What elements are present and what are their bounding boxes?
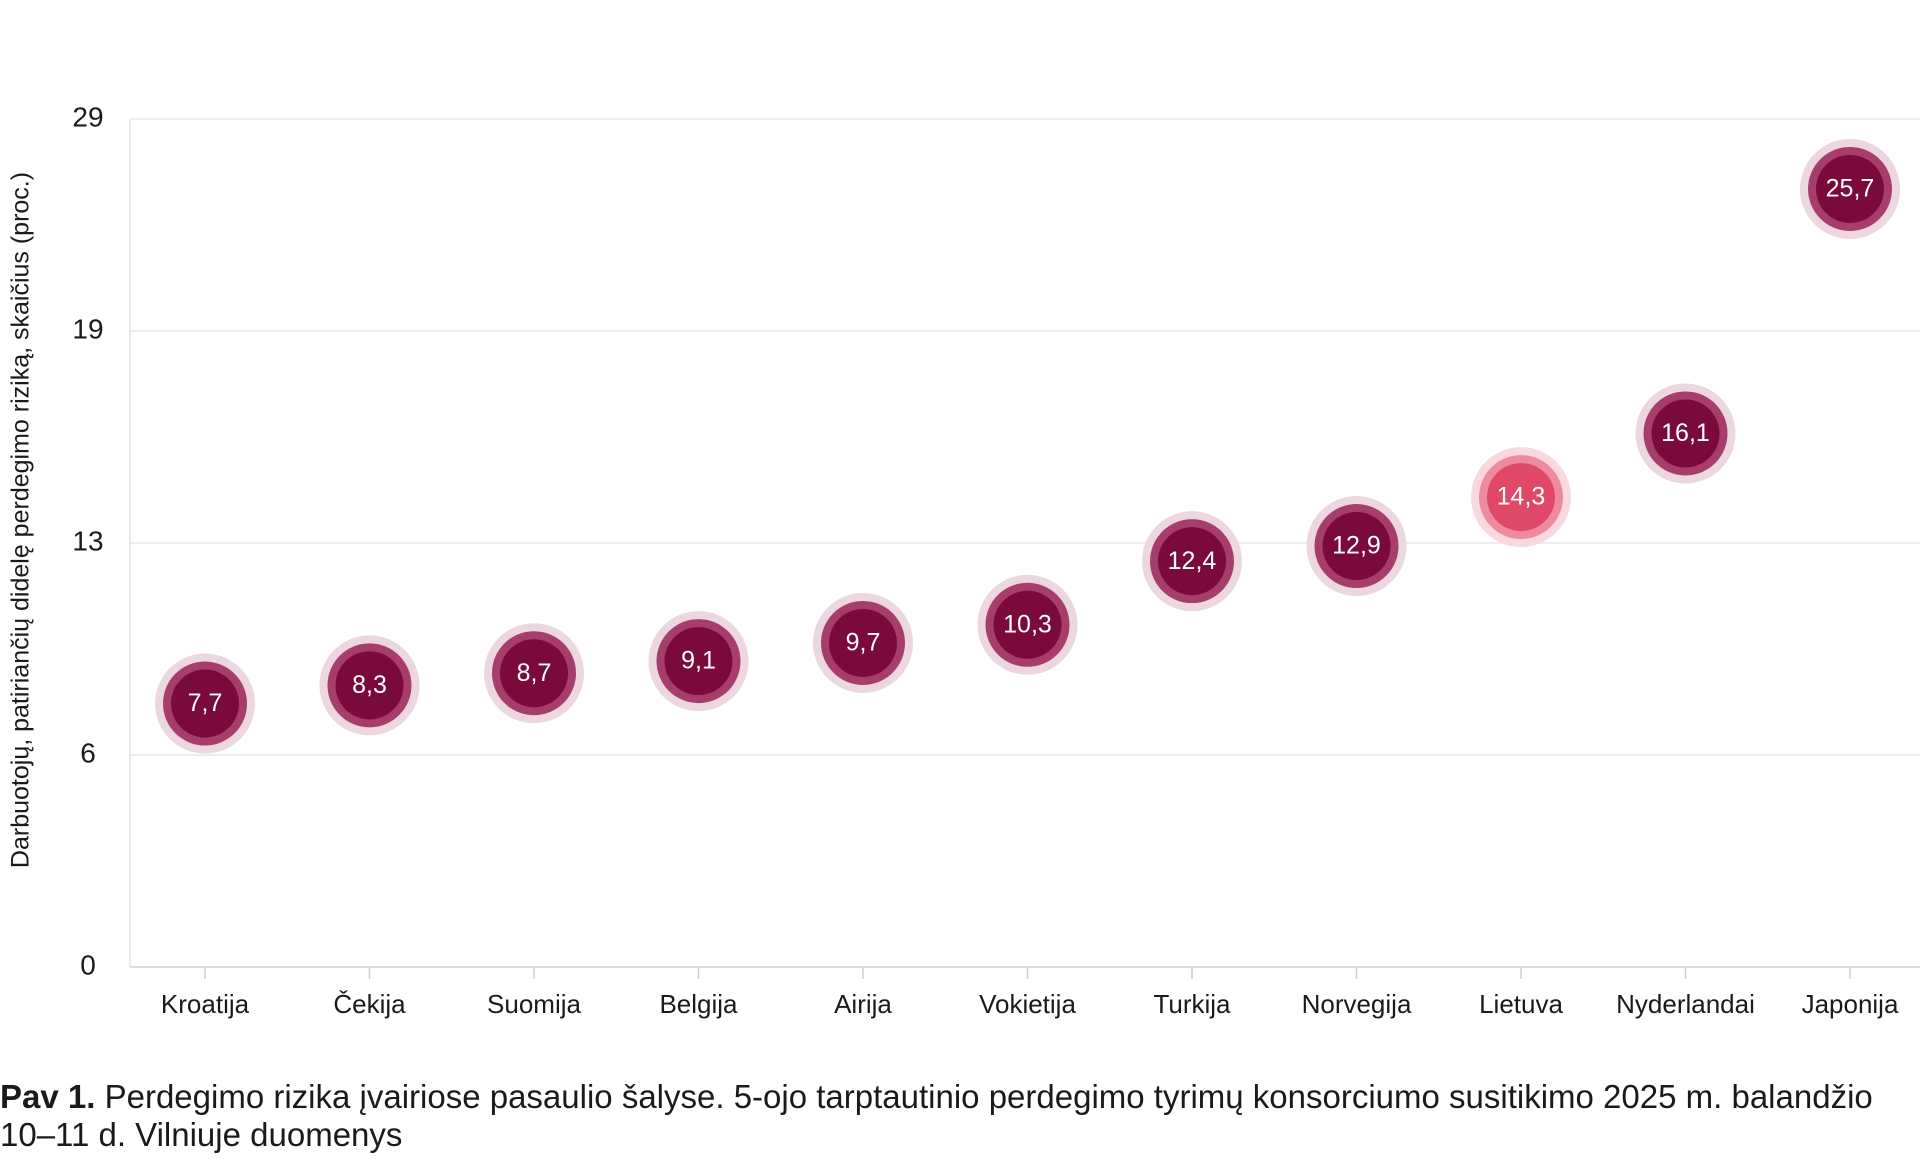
x-tick-label: Belgija xyxy=(659,989,738,1019)
y-tick-label: 13 xyxy=(72,525,103,556)
data-label: 7,7 xyxy=(188,689,223,717)
data-point: 9,7 xyxy=(813,592,913,693)
data-point: 7,7 xyxy=(155,653,255,754)
data-label: 10,3 xyxy=(1003,610,1052,638)
data-point: 16,1 xyxy=(1635,383,1736,484)
data-label: 12,4 xyxy=(1168,547,1217,575)
point-core xyxy=(829,608,897,677)
data-label: 9,1 xyxy=(681,647,716,675)
x-tick-label: Nyderlandai xyxy=(1616,989,1755,1019)
data-label: 8,7 xyxy=(517,659,552,687)
point-core xyxy=(664,627,733,696)
chart: 0 6 13 19 29 7,7 8,3 8,7 9,1 9,7 10,3 12,4 12,9 14,3… xyxy=(7,101,1920,1019)
data-point: 8,7 xyxy=(484,623,584,724)
point-core xyxy=(1487,463,1555,532)
data-label: 12,9 xyxy=(1332,532,1381,560)
x-axis-ticks: Kroatija Čekija Suomija Belgija Airija Vokiet… xyxy=(161,967,1899,1019)
data-point: 12,4 xyxy=(1142,511,1242,612)
data-label: 14,3 xyxy=(1497,483,1546,511)
data-points: 7,7 8,3 8,7 9,1 9,7 10,3 12,4 12,9 14,3 16,1 25,7 xyxy=(155,138,1900,754)
y-axis-ticks: 0 6 13 19 29 xyxy=(72,101,103,980)
x-tick-label: Čekija xyxy=(333,989,406,1019)
data-point: 12,9 xyxy=(1306,496,1407,597)
x-tick-label: Kroatija xyxy=(161,989,250,1019)
point-core xyxy=(1158,527,1226,596)
point-core xyxy=(500,639,568,708)
data-point: 9,1 xyxy=(648,611,749,712)
grid-lines xyxy=(129,118,1920,968)
point-core xyxy=(1651,399,1720,468)
x-tick-label: Turkija xyxy=(1153,989,1231,1019)
y-tick-label: 29 xyxy=(72,101,103,132)
data-label: 8,3 xyxy=(352,671,387,699)
point-core xyxy=(1816,154,1884,223)
data-label: 9,7 xyxy=(846,629,881,657)
point-core xyxy=(171,669,239,738)
data-point: 10,3 xyxy=(977,574,1078,675)
y-tick-label: 6 xyxy=(80,737,96,768)
x-tick-label: Airija xyxy=(834,989,892,1019)
data-point: 8,3 xyxy=(319,635,420,736)
point-core xyxy=(1322,512,1391,581)
y-tick-label: 0 xyxy=(80,949,96,980)
point-core xyxy=(335,651,404,720)
caption-text: Perdegimo rizika įvairiose pasaulio šaly… xyxy=(0,1078,1873,1153)
x-tick-label: Lietuva xyxy=(1479,989,1563,1019)
x-tick-label: Vokietija xyxy=(979,989,1076,1019)
x-tick-label: Suomija xyxy=(487,989,581,1019)
y-axis-label: Darbuotojų, patiriančių didelę perdegimo… xyxy=(7,172,35,868)
point-core xyxy=(993,590,1062,659)
x-tick-label: Norvegija xyxy=(1302,989,1412,1019)
x-tick-label: Japonija xyxy=(1802,989,1899,1019)
caption-label: Pav 1. xyxy=(0,1078,96,1115)
data-label: 16,1 xyxy=(1661,419,1710,447)
data-point-highlight: 14,3 xyxy=(1471,447,1571,548)
data-label: 25,7 xyxy=(1826,175,1875,203)
data-point: 25,7 xyxy=(1800,138,1900,239)
y-tick-label: 19 xyxy=(72,313,103,344)
figure-caption: Pav 1. Perdegimo rizika įvairiose pasaul… xyxy=(0,1078,1920,1154)
